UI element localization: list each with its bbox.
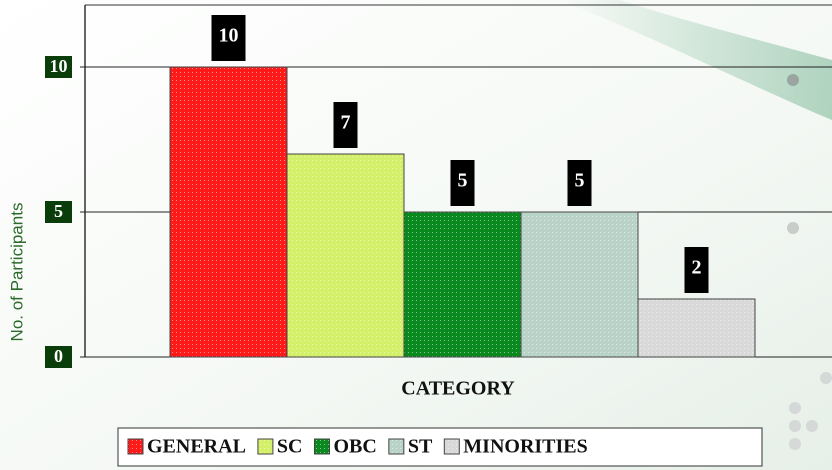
decoration: [787, 74, 799, 86]
legend-swatch: [128, 439, 143, 454]
decoration: [806, 420, 818, 432]
legend-label: SC: [277, 436, 303, 458]
decoration: [787, 222, 799, 234]
decoration: [789, 402, 801, 414]
bar: [638, 299, 755, 357]
legend-swatch: [258, 439, 273, 454]
chart: No. of Participants CATEGORY 0 5 10 10 7 5 5 2 G…: [0, 0, 832, 470]
legend-label: GENERAL: [147, 436, 246, 458]
decoration: [789, 438, 801, 450]
y-tick-label: 5: [54, 201, 63, 221]
value-label: 2: [692, 257, 702, 279]
legend-swatch: [314, 439, 329, 454]
legend-label: ST: [408, 436, 433, 458]
bar: [404, 212, 521, 357]
value-label: 10: [219, 25, 239, 47]
bar: [170, 67, 287, 357]
y-axis-title: No. of Participants: [7, 203, 26, 342]
legend-swatch: [389, 439, 404, 454]
value-label: 5: [458, 170, 468, 192]
decoration: [820, 372, 832, 384]
decoration: [789, 420, 801, 432]
page: {"chart_data": {"type": "bar", "y_label"…: [0, 0, 832, 470]
legend-swatch: [444, 439, 459, 454]
value-label: 7: [341, 112, 351, 134]
value-label: 5: [575, 170, 585, 192]
legend-label: MINORITIES: [463, 436, 587, 458]
x-axis-title: CATEGORY: [401, 378, 515, 400]
y-tick-label: 10: [50, 56, 68, 76]
bar: [287, 154, 404, 357]
y-tick-label: 0: [54, 346, 63, 366]
bar: [521, 212, 638, 357]
legend-label: OBC: [333, 436, 376, 458]
